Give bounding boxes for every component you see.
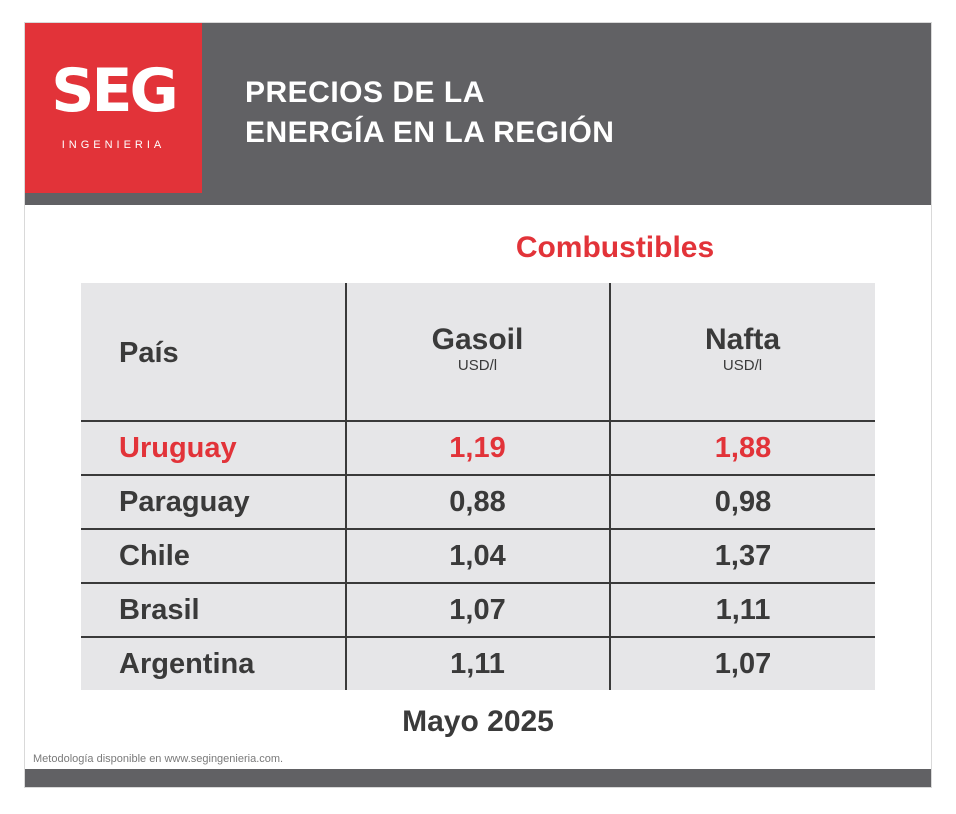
header-banner: SEG INGENIERIA PRECIOS DE LA ENERGÍA EN … bbox=[25, 23, 931, 205]
table-row: Uruguay 1,19 1,88 bbox=[81, 422, 875, 474]
period-label: Mayo 2025 bbox=[402, 705, 554, 738]
row-divider bbox=[81, 528, 875, 530]
footer-bar bbox=[25, 769, 931, 787]
gasoil-unit: USD/l bbox=[457, 357, 498, 374]
logo-subtitle: INGENIERIA bbox=[61, 139, 166, 151]
row-divider bbox=[81, 636, 875, 638]
nafta-label: Nafta bbox=[704, 323, 780, 356]
nafta-price-cell: 1,07 bbox=[714, 648, 772, 680]
gasoil-price-cell: 1,07 bbox=[449, 594, 506, 626]
row-divider bbox=[81, 474, 875, 476]
table-row: Paraguay 0,88 0,98 bbox=[81, 476, 875, 528]
column-header-gasoil: Gasoil USD/l bbox=[346, 323, 609, 375]
logo-wordmark: SEG bbox=[51, 56, 178, 126]
country-cell: Paraguay bbox=[119, 486, 250, 518]
section-title: Combustibles bbox=[515, 231, 715, 264]
page-title: PRECIOS DE LA ENERGÍA EN LA REGIÓN bbox=[245, 73, 614, 153]
title-line-1: PRECIOS DE LA bbox=[245, 76, 485, 109]
gasoil-price-cell: 1,04 bbox=[449, 540, 506, 572]
price-card: SEG INGENIERIA PRECIOS DE LA ENERGÍA EN … bbox=[24, 22, 932, 788]
nafta-price-cell: 1,11 bbox=[715, 594, 771, 626]
nafta-unit: USD/l bbox=[722, 357, 763, 374]
gasoil-label: Gasoil bbox=[431, 323, 524, 356]
nafta-price-cell: 1,88 bbox=[714, 432, 772, 464]
nafta-price-cell: 0,98 bbox=[714, 486, 772, 518]
country-cell: Brasil bbox=[119, 594, 200, 626]
title-line-2: ENERGÍA EN LA REGIÓN bbox=[245, 116, 615, 149]
table-row: Brasil 1,07 1,11 bbox=[81, 584, 875, 636]
row-divider bbox=[81, 582, 875, 584]
gasoil-price-cell: 1,11 bbox=[450, 648, 505, 680]
row-divider bbox=[81, 420, 875, 422]
column-divider bbox=[609, 283, 611, 690]
column-header-nafta: Nafta USD/l bbox=[611, 323, 874, 375]
table-row: Chile 1,04 1,37 bbox=[81, 530, 875, 582]
methodology-footnote: Metodología disponible en www.segingenie… bbox=[33, 753, 284, 765]
table-row: Argentina 1,11 1,07 bbox=[81, 638, 875, 690]
country-cell: Argentina bbox=[119, 648, 255, 680]
seg-logo: SEG INGENIERIA bbox=[25, 23, 202, 193]
country-cell: Chile bbox=[119, 540, 190, 572]
gasoil-price-cell: 0,88 bbox=[449, 486, 506, 518]
gasoil-price-cell: 1,19 bbox=[449, 432, 506, 464]
column-divider bbox=[345, 283, 347, 690]
nafta-price-cell: 1,37 bbox=[714, 540, 772, 572]
country-cell: Uruguay bbox=[119, 432, 237, 464]
prices-table: País Gasoil USD/l Nafta USD/l Uruguay 1,… bbox=[81, 283, 875, 690]
column-header-country: País bbox=[119, 337, 179, 369]
